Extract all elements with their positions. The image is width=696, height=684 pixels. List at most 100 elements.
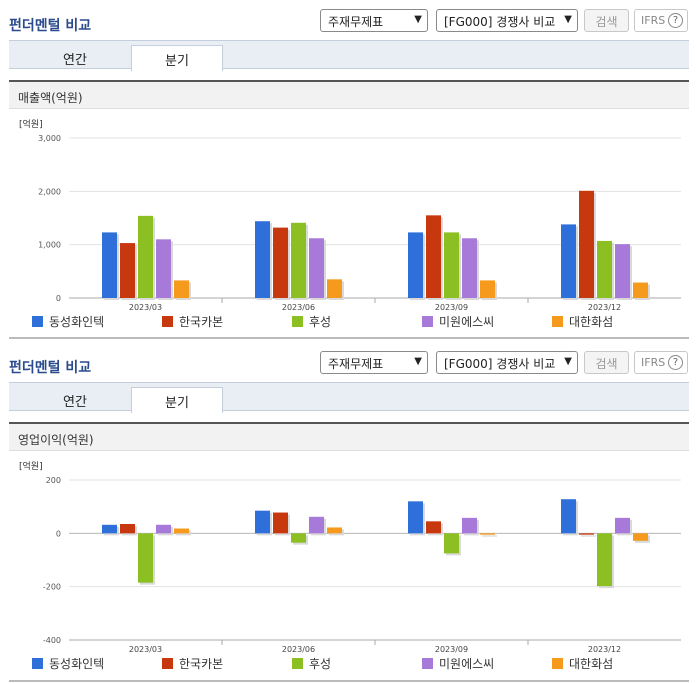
bar [579,533,594,535]
bar [444,533,459,554]
bar [291,533,306,543]
bar [462,517,477,534]
bar [615,517,630,534]
financial-statement-select-value: 주재무제표 [328,15,384,29]
x-tick-label: 2023/06 [282,303,315,312]
y-tick-label: 3,000 [38,134,61,143]
comparison-group-select-value: [FG000] 경쟁사 비교 [444,357,556,371]
legend-swatch [32,316,43,327]
legend-swatch [552,316,563,327]
bar [327,279,342,298]
legend-label: 후성 [309,315,331,329]
bar [174,280,189,298]
divider [9,337,689,339]
legend-swatch [422,658,433,669]
y-tick-label: 200 [46,476,61,485]
chevron-down-icon: ▼ [564,356,572,367]
fundamental-section-sales: 펀더멘털 비교 주재무제표 ▼ [FG000] 경쟁사 비교 ▼ 검색 IFRS… [9,9,689,339]
search-button[interactable]: 검색 [584,9,629,32]
period-tabs: 연간 분기 [9,40,689,71]
bar [102,524,117,534]
financial-statement-select-value: 주재무제표 [328,357,384,371]
bar [615,244,630,298]
legend-swatch [422,316,433,327]
bar [597,533,612,587]
bar [138,215,153,298]
bar [426,215,441,298]
x-tick-label: 2023/12 [588,303,621,312]
y-tick-label: -400 [43,636,61,645]
metric-label: 영업이익(억원) [9,422,689,451]
x-tick-label: 2023/09 [435,303,468,312]
bar [255,510,270,534]
x-tick-label: 2023/06 [282,645,315,654]
section-title: 펀더멘털 비교 [9,360,92,376]
comparison-group-select[interactable]: [FG000] 경쟁사 비교 ▼ [436,351,578,374]
x-tick-label: 2023/09 [435,645,468,654]
bar [156,239,171,298]
legend-label: 한국카본 [179,315,223,329]
bar [633,533,648,541]
legend-swatch [162,658,173,669]
section-title: 펀더멘털 비교 [9,18,92,34]
financial-statement-select[interactable]: 주재무제표 ▼ [320,351,428,374]
bar [291,222,306,298]
bar [327,527,342,534]
bar [408,501,423,534]
fundamental-section-operating-profit: 펀더멘털 비교 주재무제표 ▼ [FG000] 경쟁사 비교 ▼ 검색 IFRS… [0,342,696,684]
tab-annual[interactable]: 연간 [63,53,87,68]
bar [273,512,288,534]
bar [462,238,477,298]
legend-swatch [292,316,303,327]
legend-swatch [162,316,173,327]
bar [138,533,153,583]
legend-label: 후성 [309,657,331,671]
y-tick-label: 0 [56,529,61,538]
legend-label: 동성화인텍 [49,657,104,671]
bar [561,499,576,534]
legend-label: 대한화섬 [569,315,613,329]
y-tick-label: -200 [43,583,61,592]
chevron-down-icon: ▼ [564,14,572,25]
legend-label: 미원에스씨 [439,657,494,671]
ifrs-help-button[interactable]: IFRS ? [634,351,688,374]
divider [9,680,689,682]
bar [156,524,171,534]
y-unit-label: [억원] [19,460,43,472]
operating-profit-bar-chart: [억원] -400 -200 0 200 2023/03 2023/06 2023/09 202… [19,460,681,671]
legend-label: 한국카본 [179,657,223,671]
bar [408,232,423,298]
bar [444,232,459,298]
comparison-group-select[interactable]: [FG000] 경쟁사 비교 ▼ [436,9,578,32]
y-tick-label: 2,000 [38,187,61,196]
bar [120,524,135,534]
legend-label: 동성화인텍 [49,315,104,329]
bar [426,521,441,534]
tab-quarterly[interactable]: 분기 [131,387,223,413]
search-button[interactable]: 검색 [584,351,629,374]
bar-shadow [482,535,497,537]
bar [480,533,495,535]
bar [561,224,576,298]
legend-label: 대한화섬 [569,657,613,671]
bar [273,227,288,298]
tab-quarterly[interactable]: 분기 [131,45,223,71]
comparison-group-select-value: [FG000] 경쟁사 비교 [444,15,556,29]
financial-statement-select[interactable]: 주재무제표 ▼ [320,9,428,32]
metric-label: 매출액(억원) [9,80,689,109]
bar-shadow [581,535,596,537]
help-icon: ? [668,13,683,28]
bar [255,221,270,298]
tab-annual[interactable]: 연간 [63,395,87,410]
help-icon: ? [668,355,683,370]
bar [597,240,612,298]
legend-swatch [552,658,563,669]
bar [480,280,495,298]
ifrs-help-button[interactable]: IFRS ? [634,9,688,32]
legend-swatch [292,658,303,669]
bar [174,528,189,534]
y-unit-label: [억원] [19,118,43,130]
chevron-down-icon: ▼ [414,356,422,367]
bar [579,190,594,298]
x-tick-label: 2023/12 [588,645,621,654]
